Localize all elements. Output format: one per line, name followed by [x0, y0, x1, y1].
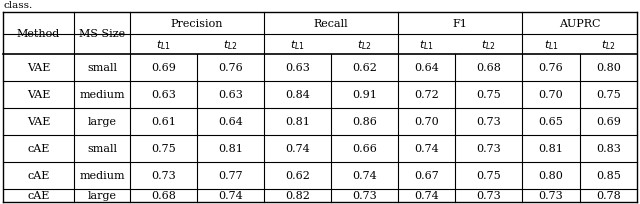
Text: 0.81: 0.81 — [285, 117, 310, 127]
Text: AUPRC: AUPRC — [559, 19, 600, 29]
Text: medium: medium — [79, 90, 125, 100]
Text: 0.63: 0.63 — [285, 63, 310, 73]
Text: small: small — [87, 63, 117, 73]
Text: 0.73: 0.73 — [151, 171, 176, 181]
Text: 0.75: 0.75 — [151, 144, 176, 154]
Text: $t_{L2}$: $t_{L2}$ — [481, 38, 496, 52]
Text: 0.74: 0.74 — [218, 191, 243, 201]
Text: small: small — [87, 144, 117, 154]
Text: 0.80: 0.80 — [596, 63, 621, 73]
Text: 0.68: 0.68 — [151, 191, 176, 201]
Text: class.: class. — [3, 1, 32, 10]
Text: 0.77: 0.77 — [218, 171, 243, 181]
Text: 0.67: 0.67 — [414, 171, 439, 181]
Text: cAE: cAE — [28, 191, 50, 201]
Text: 0.63: 0.63 — [151, 90, 176, 100]
Text: 0.62: 0.62 — [285, 171, 310, 181]
Text: 0.76: 0.76 — [218, 63, 243, 73]
Text: large: large — [88, 117, 116, 127]
Text: 0.69: 0.69 — [596, 117, 621, 127]
Text: 0.75: 0.75 — [596, 90, 621, 100]
Text: VAE: VAE — [27, 117, 50, 127]
Text: 0.61: 0.61 — [151, 117, 176, 127]
Text: Method: Method — [17, 29, 60, 39]
Text: $t_{L1}$: $t_{L1}$ — [419, 38, 434, 52]
Text: 0.84: 0.84 — [285, 90, 310, 100]
Text: cAE: cAE — [28, 171, 50, 181]
Text: VAE: VAE — [27, 90, 50, 100]
Text: 0.76: 0.76 — [539, 63, 563, 73]
Text: 0.69: 0.69 — [151, 63, 176, 73]
Text: 0.65: 0.65 — [539, 117, 563, 127]
Text: 0.81: 0.81 — [539, 144, 563, 154]
Text: Precision: Precision — [171, 19, 223, 29]
Text: medium: medium — [79, 171, 125, 181]
Text: 0.83: 0.83 — [596, 144, 621, 154]
Text: $t_{L2}$: $t_{L2}$ — [223, 38, 238, 52]
Text: 0.73: 0.73 — [476, 117, 501, 127]
Text: 0.82: 0.82 — [285, 191, 310, 201]
Text: 0.86: 0.86 — [352, 117, 377, 127]
Text: 0.91: 0.91 — [352, 90, 377, 100]
Text: 0.73: 0.73 — [539, 191, 563, 201]
Text: 0.68: 0.68 — [476, 63, 501, 73]
Text: $t_{L1}$: $t_{L1}$ — [543, 38, 559, 52]
Text: 0.85: 0.85 — [596, 171, 621, 181]
Text: $t_{L1}$: $t_{L1}$ — [156, 38, 171, 52]
Text: 0.66: 0.66 — [352, 144, 377, 154]
Text: 0.64: 0.64 — [414, 63, 439, 73]
Text: 0.78: 0.78 — [596, 191, 621, 201]
Text: Recall: Recall — [314, 19, 348, 29]
Text: large: large — [88, 191, 116, 201]
Text: $t_{L1}$: $t_{L1}$ — [290, 38, 305, 52]
Text: F1: F1 — [452, 19, 467, 29]
Text: 0.73: 0.73 — [476, 191, 501, 201]
Text: 0.63: 0.63 — [218, 90, 243, 100]
Text: cAE: cAE — [28, 144, 50, 154]
Text: 0.74: 0.74 — [352, 171, 377, 181]
Text: $t_{L2}$: $t_{L2}$ — [601, 38, 616, 52]
Text: 0.70: 0.70 — [539, 90, 563, 100]
Text: 0.81: 0.81 — [218, 144, 243, 154]
Text: 0.72: 0.72 — [414, 90, 439, 100]
Text: 0.75: 0.75 — [476, 90, 501, 100]
Text: 0.80: 0.80 — [539, 171, 563, 181]
Text: 0.74: 0.74 — [414, 144, 439, 154]
Text: 0.74: 0.74 — [414, 191, 439, 201]
Text: 0.73: 0.73 — [476, 144, 501, 154]
Text: 0.75: 0.75 — [476, 171, 501, 181]
Text: 0.70: 0.70 — [414, 117, 439, 127]
Text: MS Size: MS Size — [79, 29, 125, 39]
Text: 0.73: 0.73 — [352, 191, 377, 201]
Text: 0.64: 0.64 — [218, 117, 243, 127]
Text: 0.74: 0.74 — [285, 144, 310, 154]
Text: 0.62: 0.62 — [352, 63, 377, 73]
Text: VAE: VAE — [27, 63, 50, 73]
Text: $t_{L2}$: $t_{L2}$ — [357, 38, 372, 52]
